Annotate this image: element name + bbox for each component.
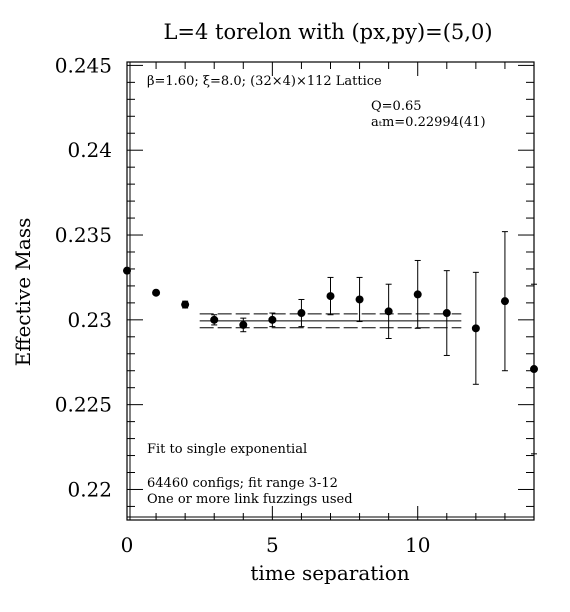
data-point [442,309,451,318]
fit-band [199,313,462,329]
fuzzing-annotation: One or more link fuzzings used [147,492,353,507]
chart-title: L=4 torelon with (px,py)=(5,0) [163,20,492,44]
data-point [181,300,190,309]
x-tick-label: 10 [405,533,430,557]
y-tick-label: 0.23 [67,308,112,332]
data-points [123,231,538,455]
data-point [326,292,335,301]
y-tick-label: 0.22 [67,477,112,501]
data-point [152,288,161,297]
data-point [530,365,538,374]
mass-annotation: aₜm=0.22994(41) [371,115,486,130]
data-point [268,315,277,324]
x-tick-label: 0 [121,533,134,557]
y-tick-label: 0.24 [67,138,112,162]
y-tick-label: 0.225 [55,393,112,417]
y-tick-label: 0.245 [55,53,112,77]
data-point [355,295,364,304]
y-tick-label: 0.235 [55,223,112,247]
data-point [210,315,219,324]
tick-labels: 0.22 0.225 0.23 0.235 0.24 0.245 0 5 10 [55,53,431,557]
fit-type-annotation: Fit to single exponential [147,442,307,457]
data-point [239,320,248,329]
y-axis-label: Effective Mass [11,218,35,367]
data-point [500,297,509,306]
data-point [123,266,131,275]
data-point [297,309,306,318]
axis-ticks [126,62,535,520]
x-axis-label: time separation [250,561,409,585]
q-annotation: Q=0.65 [371,99,422,114]
lattice-annotation: β=1.60; ξ=8.0; (32×4)×112 Lattice [147,74,382,89]
data-point [471,324,480,333]
configs-annotation: 64460 configs; fit range 3-12 [147,476,338,491]
x-tick-label: 5 [266,533,279,557]
data-point [384,307,393,316]
data-point [413,290,422,299]
